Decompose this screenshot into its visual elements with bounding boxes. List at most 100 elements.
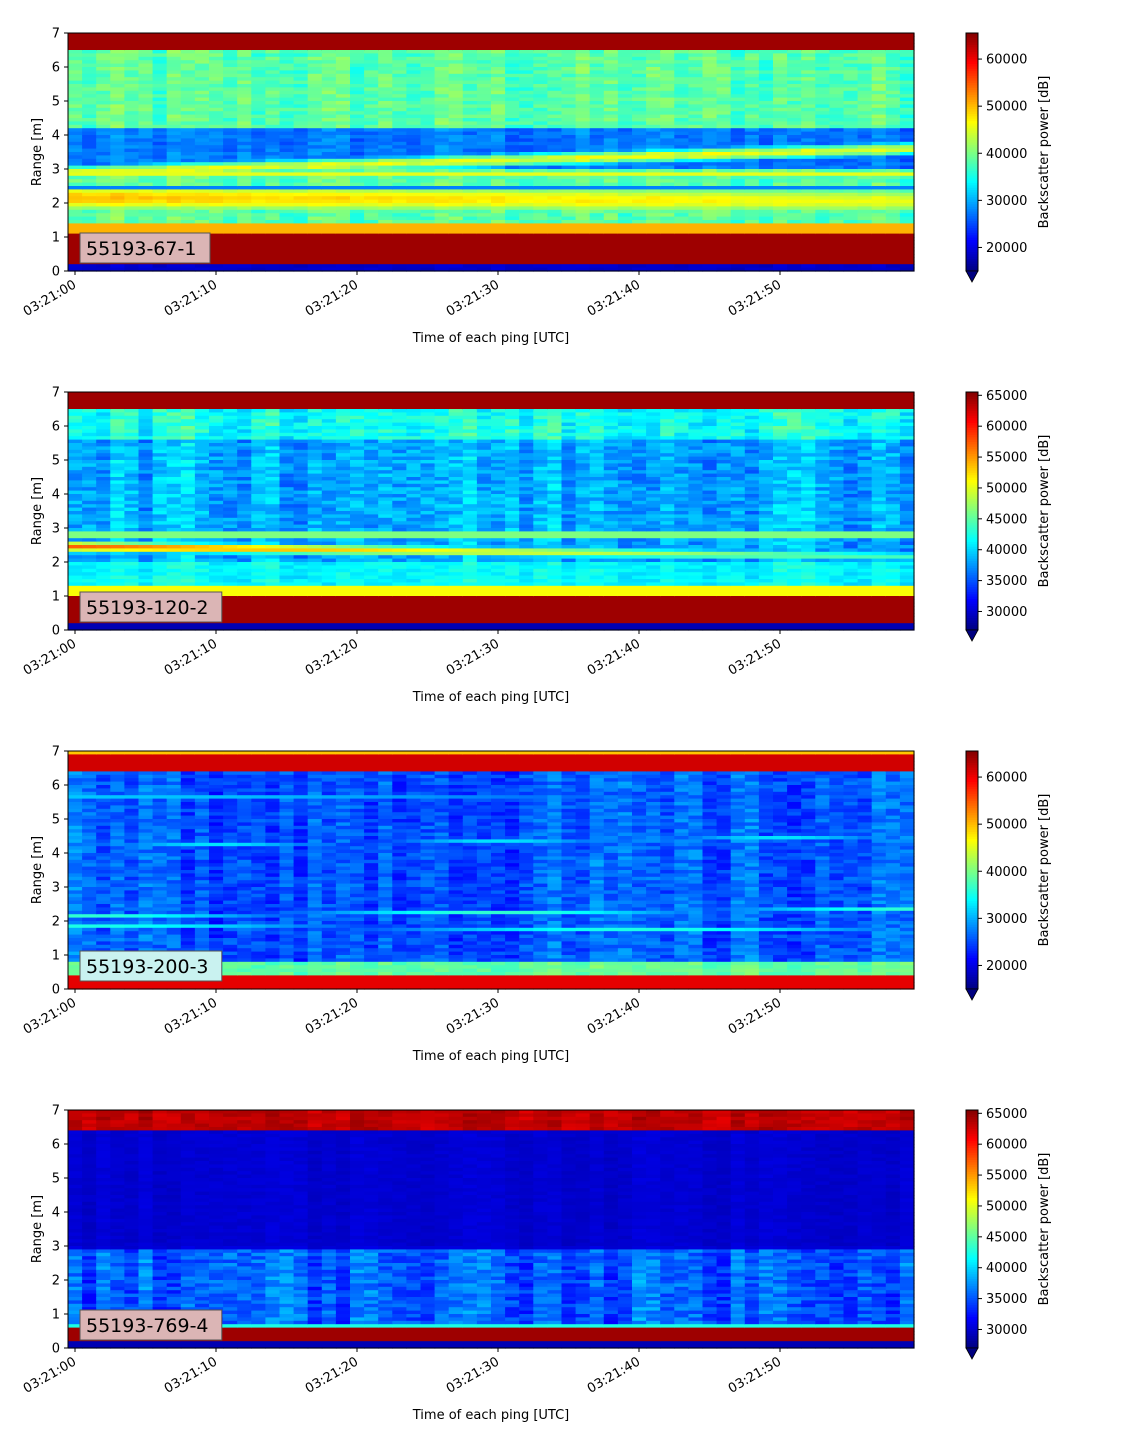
heatmap-cell (209, 70, 224, 75)
heatmap-cell (716, 182, 732, 187)
heatmap-cell (491, 257, 506, 262)
heatmap-cell (124, 589, 140, 594)
heatmap-cell (420, 148, 436, 153)
heatmap-cell (392, 192, 407, 197)
heatmap-cell (646, 264, 661, 269)
heatmap-cell (660, 145, 675, 150)
heatmap-cell (660, 226, 675, 231)
heatmap-cell (180, 565, 196, 570)
heatmap-cell (646, 104, 661, 109)
heatmap-cell (674, 165, 689, 170)
heatmap-cell (138, 179, 154, 184)
heatmap-cell (180, 230, 196, 235)
heatmap-cell (180, 199, 196, 204)
colorbar-cell (966, 201, 978, 205)
heatmap-cell (68, 548, 83, 553)
heatmap-cell (392, 230, 407, 235)
heatmap-cell (899, 111, 915, 116)
heatmap-cell (575, 128, 591, 133)
heatmap-cell (152, 213, 168, 218)
heatmap-cell (223, 206, 238, 211)
heatmap-cell (829, 121, 845, 126)
heatmap-cell (406, 152, 422, 156)
heatmap-cell (293, 63, 309, 68)
heatmap-cell (603, 84, 619, 88)
heatmap-cell (350, 165, 365, 170)
heatmap-cell (603, 141, 619, 146)
heatmap-cell (138, 432, 154, 437)
heatmap-cell (406, 70, 422, 75)
heatmap-cell (166, 395, 182, 400)
heatmap-cell (180, 56, 196, 61)
heatmap-cell (279, 182, 295, 187)
heatmap-cell (406, 226, 422, 231)
heatmap-cell (138, 405, 154, 410)
heatmap-cell (279, 158, 295, 163)
heatmap-cell (688, 84, 704, 88)
heatmap-cell (293, 148, 309, 153)
heatmap-cell (617, 237, 633, 241)
heatmap-cell (152, 538, 168, 543)
heatmap-cell (857, 220, 873, 224)
heatmap-cell (815, 43, 830, 48)
colorbar-cell (966, 97, 978, 101)
heatmap-cell (251, 169, 266, 173)
heatmap-cell (899, 70, 915, 75)
heatmap-cell (434, 148, 450, 153)
heatmap-cell (547, 60, 563, 65)
heatmap-cell (194, 50, 210, 54)
heatmap-cell (660, 162, 675, 167)
heatmap-cell (716, 131, 732, 136)
heatmap-cell (787, 175, 802, 180)
heatmap-cell (392, 199, 407, 204)
heatmap-cell (96, 118, 111, 122)
heatmap-cell (815, 182, 830, 187)
heatmap-cell (632, 172, 647, 177)
heatmap-cell (152, 497, 168, 502)
heatmap-cell (462, 264, 478, 269)
heatmap-cell (166, 398, 182, 403)
heatmap-cell (815, 199, 830, 204)
heatmap-cell (589, 60, 605, 65)
heatmap-cell (688, 209, 704, 214)
heatmap-cell (899, 233, 915, 238)
heatmap-cell (110, 422, 125, 427)
heatmap-cell (82, 497, 97, 502)
heatmap-cell (843, 118, 859, 122)
heatmap-cell (420, 90, 436, 95)
heatmap-cell (716, 80, 732, 85)
heatmap-cell (533, 128, 548, 133)
heatmap-cell (265, 97, 281, 102)
heatmap-cell (519, 128, 534, 133)
colorbar-tick-label: 50000 (986, 100, 1027, 115)
heatmap-cell (632, 135, 647, 139)
heatmap-cell (96, 152, 111, 156)
heatmap-cell (829, 104, 845, 109)
heatmap-cell (871, 223, 887, 228)
heatmap-cell (688, 165, 704, 170)
heatmap-cell (251, 67, 266, 71)
heatmap-cell (829, 135, 845, 139)
heatmap-cell (617, 60, 633, 65)
heatmap-cell (350, 121, 365, 126)
heatmap-cell (68, 524, 83, 529)
heatmap-cell (96, 446, 111, 451)
heatmap-cell (166, 392, 182, 396)
heatmap-cell (166, 463, 182, 468)
heatmap-cell (138, 575, 154, 580)
heatmap-cell (138, 585, 154, 590)
heatmap-cell (194, 141, 210, 146)
heatmap-cell (364, 240, 379, 245)
heatmap-cell (237, 172, 252, 177)
heatmap-cell (110, 73, 125, 78)
heatmap-cell (68, 558, 83, 563)
heatmap-cell (82, 36, 97, 41)
heatmap-cell (96, 196, 111, 201)
heatmap-cell (152, 585, 168, 590)
heatmap-cell (547, 257, 563, 262)
heatmap-cell (420, 260, 436, 265)
heatmap-cell (688, 216, 704, 221)
heatmap-cell (476, 237, 492, 241)
heatmap-cell (603, 169, 619, 173)
heatmap-cell (406, 162, 422, 167)
